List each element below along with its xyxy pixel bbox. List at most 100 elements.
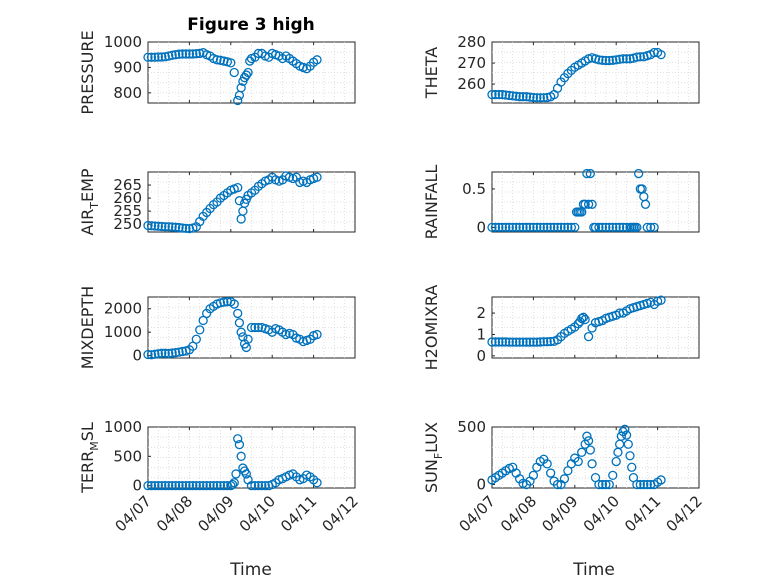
grid-lines bbox=[492, 172, 699, 232]
data-point bbox=[656, 295, 666, 305]
data-point bbox=[184, 223, 195, 234]
data-point bbox=[246, 322, 257, 333]
y-tick-label: 270 bbox=[457, 54, 486, 72]
data-point bbox=[191, 49, 201, 59]
data-point bbox=[521, 92, 532, 102]
data-point bbox=[585, 445, 595, 455]
data-point bbox=[601, 222, 611, 233]
data-point bbox=[539, 93, 549, 103]
series-points bbox=[487, 47, 666, 103]
data-point bbox=[174, 481, 184, 491]
data-point bbox=[191, 481, 201, 491]
data-point bbox=[198, 481, 208, 491]
y-tick-label: 2 bbox=[476, 304, 486, 322]
data-point bbox=[150, 52, 160, 62]
data-point bbox=[621, 430, 632, 440]
series-points bbox=[143, 434, 322, 491]
data-point bbox=[241, 469, 251, 479]
data-point bbox=[212, 481, 222, 491]
data-point bbox=[195, 325, 205, 335]
series-points bbox=[487, 295, 666, 347]
y-tick-label: 900 bbox=[113, 58, 142, 76]
data-point bbox=[212, 55, 222, 65]
data-point bbox=[202, 481, 212, 491]
data-point bbox=[632, 222, 642, 233]
x-axis-label-right: Time bbox=[572, 560, 615, 580]
x-tick-label: 04/12 bbox=[663, 492, 706, 535]
data-point bbox=[167, 348, 177, 358]
data-point bbox=[611, 222, 621, 233]
data-point bbox=[546, 468, 556, 478]
data-point bbox=[582, 431, 592, 441]
data-point bbox=[205, 481, 215, 491]
data-point bbox=[514, 92, 525, 102]
data-point bbox=[177, 49, 188, 59]
data-point bbox=[143, 220, 153, 231]
data-point bbox=[620, 424, 630, 434]
x-tick-label: 04/08 bbox=[153, 492, 196, 535]
data-point bbox=[174, 347, 184, 357]
data-point bbox=[157, 481, 167, 491]
data-point bbox=[490, 89, 501, 100]
y-tick-label: 0 bbox=[132, 347, 142, 365]
data-point bbox=[312, 329, 322, 340]
data-point bbox=[587, 199, 597, 209]
data-point bbox=[231, 469, 241, 479]
data-point bbox=[556, 222, 566, 233]
data-point bbox=[597, 222, 608, 233]
data-point bbox=[219, 56, 229, 66]
data-point bbox=[559, 474, 570, 484]
data-point bbox=[219, 481, 229, 491]
data-point bbox=[532, 222, 542, 233]
data-point bbox=[528, 222, 539, 233]
data-point bbox=[153, 349, 164, 359]
data-point bbox=[597, 55, 608, 65]
data-point bbox=[487, 337, 497, 347]
y-axis-label: AIRTEMP bbox=[78, 168, 101, 235]
data-point bbox=[260, 481, 270, 491]
data-point bbox=[535, 93, 545, 103]
data-point bbox=[177, 481, 188, 491]
data-point bbox=[611, 55, 621, 65]
data-point bbox=[528, 470, 539, 480]
data-point bbox=[191, 334, 201, 344]
data-point bbox=[601, 479, 611, 490]
data-point bbox=[563, 222, 573, 233]
data-point bbox=[625, 451, 635, 461]
y-tick-label: 280 bbox=[457, 33, 486, 51]
data-point bbox=[164, 222, 174, 232]
data-point bbox=[604, 222, 614, 233]
data-point bbox=[532, 93, 542, 103]
data-point bbox=[580, 199, 590, 209]
data-point bbox=[150, 481, 160, 491]
y-tick-label: 500 bbox=[457, 418, 486, 436]
data-point bbox=[181, 49, 191, 59]
y-tick-label: 0 bbox=[476, 218, 486, 236]
data-point bbox=[618, 54, 628, 64]
data-point bbox=[532, 337, 542, 347]
x-tick-label: 04/10 bbox=[580, 492, 623, 535]
subplot-2: 260 270 280 THETA bbox=[422, 33, 700, 104]
data-point bbox=[312, 478, 322, 488]
subplot-5: 0 1000 2000 MIXDEPTH bbox=[78, 286, 356, 369]
data-point bbox=[614, 222, 625, 233]
data-point bbox=[627, 462, 637, 472]
data-point bbox=[160, 222, 170, 232]
y-tick-label: 0 bbox=[476, 476, 486, 494]
data-point bbox=[570, 222, 580, 233]
data-point bbox=[236, 327, 246, 337]
data-point bbox=[143, 52, 153, 62]
data-point bbox=[181, 223, 191, 233]
series-points bbox=[487, 424, 666, 490]
data-point bbox=[608, 222, 618, 233]
data-point bbox=[253, 481, 264, 491]
y-tick-label: 1 bbox=[476, 325, 486, 343]
data-point bbox=[635, 479, 645, 490]
data-point bbox=[594, 479, 604, 490]
data-point bbox=[497, 222, 508, 233]
y-tick-label: 255 bbox=[113, 202, 142, 220]
series-points bbox=[143, 171, 322, 234]
data-point bbox=[597, 479, 608, 490]
